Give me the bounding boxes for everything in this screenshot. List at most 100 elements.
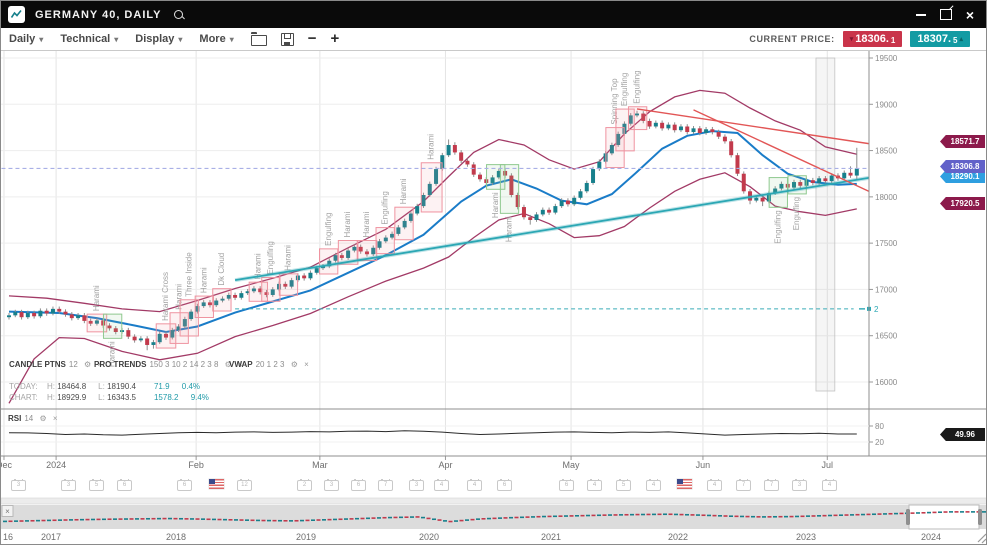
economic-event-icon[interactable]: 4 (822, 479, 837, 491)
open-folder-icon[interactable] (250, 32, 267, 46)
us-flag-icon[interactable] (677, 479, 692, 489)
economic-event-icon[interactable]: 7 (378, 479, 393, 491)
navigator-close-button[interactable] (1, 505, 14, 517)
pattern-box-pink (212, 288, 232, 312)
remove-indicator-icon[interactable]: × (97, 360, 103, 369)
close-icon[interactable]: × (965, 6, 974, 23)
current-price-label: CURRENT PRICE: (749, 34, 835, 44)
menu-daily[interactable]: Daily ▾ (9, 33, 44, 45)
economic-event-icon[interactable]: 4 (707, 479, 722, 491)
highlight-column[interactable] (815, 57, 836, 392)
economic-event-icon[interactable]: 4 (587, 479, 602, 491)
candle-body (164, 333, 168, 338)
economic-event-icon[interactable]: 3 (409, 479, 424, 491)
candle-body (132, 336, 137, 341)
candle-body (182, 319, 187, 327)
us-flag-icon[interactable] (209, 479, 224, 489)
gear-icon[interactable]: ⚙ (290, 360, 298, 369)
gear-icon[interactable]: ⚙ (39, 414, 47, 423)
navigator-background (1, 505, 986, 529)
candle-body (245, 291, 250, 294)
search-icon[interactable] (173, 9, 186, 21)
candle-body (440, 155, 445, 170)
menu-display[interactable]: Display ▾ (135, 33, 183, 45)
price-chart-canvas[interactable]: Dec2024FebMarAprMayJunJul195001900018500… (1, 51, 987, 545)
price-tick-label: 17500 (875, 239, 898, 248)
candle-body (94, 320, 99, 324)
economic-event-icon[interactable]: 7 (736, 479, 751, 491)
candle-body (521, 207, 526, 218)
remove-indicator-icon[interactable]: × (52, 414, 58, 423)
bid-price-button[interactable]: ▾ 18306. 1 (842, 31, 903, 47)
economic-event-icon[interactable]: 5 (616, 479, 631, 491)
zoom-out-button[interactable]: − (307, 30, 317, 47)
gear-icon[interactable]: ⚙ (224, 360, 232, 369)
pattern-box-green (102, 313, 123, 339)
economic-event-icon[interactable]: 2 (297, 479, 312, 491)
candle-body (678, 126, 683, 131)
candle-body (760, 197, 765, 202)
pattern-label: Harami (362, 212, 371, 238)
save-icon[interactable] (280, 32, 294, 46)
economic-event-icon[interactable]: 6 (117, 479, 132, 491)
candle-body (195, 306, 200, 312)
menu-technical[interactable]: Technical ▾ (60, 33, 119, 45)
minimize-icon[interactable] (915, 13, 926, 16)
candle-body (509, 175, 514, 196)
economic-event-icon[interactable]: 6 (559, 479, 574, 491)
economic-event-icon[interactable]: 4 (646, 479, 661, 491)
candle-body (239, 293, 244, 298)
vwap-line (8, 130, 857, 334)
economic-event-icon[interactable]: 6 (351, 479, 366, 491)
pattern-label: Engulfing (773, 210, 782, 243)
rsi-tick-label: 20 (875, 438, 884, 447)
remove-indicator-icon[interactable]: × (238, 360, 243, 369)
navigator-handle-right[interactable] (978, 509, 982, 525)
legend-vwap: VWAP 20 1 2 3 ⚙ × (229, 360, 309, 369)
pattern-label: Harami (199, 267, 208, 293)
economic-event-icon[interactable]: 5 (89, 479, 104, 491)
candle-body (201, 302, 206, 307)
title-bar: GERMANY 40, DAILY × (1, 1, 986, 28)
economic-event-icon[interactable]: 3 (11, 479, 26, 491)
economic-event-icon[interactable]: 3 (61, 479, 76, 491)
support-teal (234, 176, 869, 282)
year-label: 2023 (796, 532, 816, 542)
economic-event-icon[interactable]: 3 (792, 479, 807, 491)
zoom-in-button[interactable]: + (330, 30, 340, 47)
economic-event-icon[interactable]: 3 (324, 479, 339, 491)
menu-more[interactable]: More ▾ (199, 33, 234, 45)
economic-event-icon[interactable]: 6 (497, 479, 512, 491)
range-navigator[interactable]: 16 2017 2018 2019 2020 2021 2022 2023 2024 × (1, 504, 987, 544)
navigator-selection[interactable] (908, 504, 980, 530)
resize-grip-icon[interactable] (977, 533, 986, 543)
candle-body (434, 169, 439, 184)
gear-icon[interactable]: ⚙ (84, 360, 92, 369)
economic-event-icon[interactable]: 7 (764, 479, 779, 491)
pattern-label: Spinning Top (610, 78, 619, 125)
pattern-label: Three Inside (184, 252, 193, 297)
navigator-handle-left[interactable] (906, 509, 910, 525)
economic-event-icon[interactable]: 12 (237, 479, 252, 491)
legend-candle-patterns: CANDLE PTNS 12 ⚙ × (9, 360, 103, 369)
economic-event-icon[interactable]: 4 (434, 479, 449, 491)
economic-event-icon[interactable]: 4 (467, 479, 482, 491)
candle-body (578, 191, 583, 198)
price-tick-label: 19000 (875, 100, 898, 109)
pattern-box-pink (356, 240, 378, 262)
resize-grip-icon[interactable] (981, 538, 986, 544)
ask-price-button[interactable]: 18307. 5 ▴ (910, 31, 970, 47)
popout-icon[interactable] (939, 9, 952, 20)
scroll-strip[interactable] (1, 497, 987, 505)
pattern-label: Harami (491, 192, 500, 218)
economic-event-icon[interactable]: 6 (177, 479, 192, 491)
candle-body (691, 128, 696, 133)
remove-indicator-icon[interactable]: × (304, 360, 309, 369)
candle-body (478, 174, 482, 180)
month-label: Feb (188, 460, 204, 470)
price-tick-label: 16000 (875, 378, 898, 387)
close-icon[interactable]: × (5, 507, 10, 516)
candle-body (289, 280, 294, 287)
candle-body (415, 206, 420, 214)
